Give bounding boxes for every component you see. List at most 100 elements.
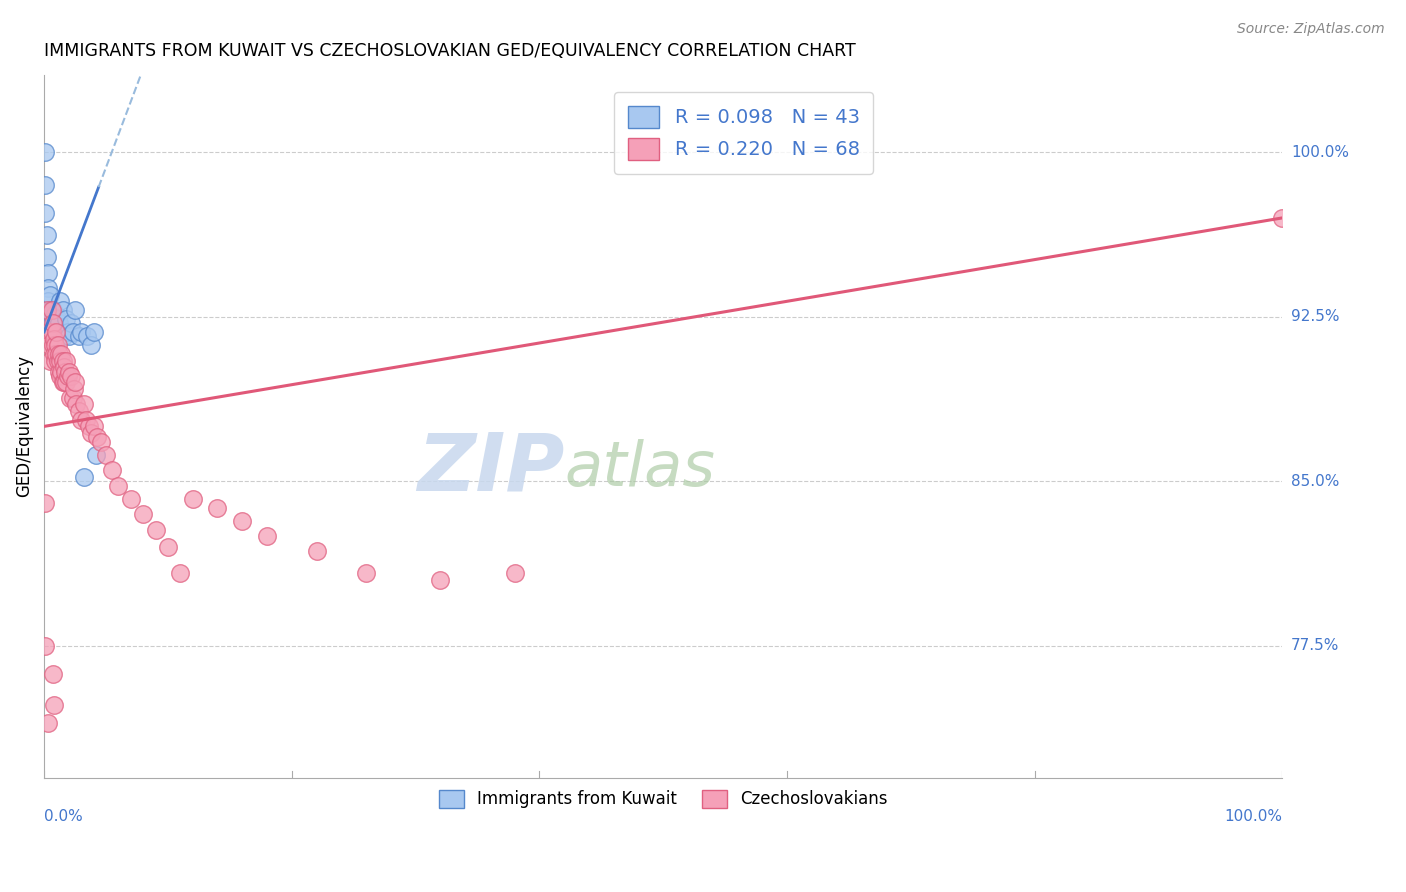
Point: [83, 325, 105, 339]
Text: 100.0%: 100.0%: [1291, 145, 1348, 160]
Point: [35, 303, 58, 318]
Point: [80, 338, 103, 352]
Point: [55, 311, 77, 326]
Point: [39, 303, 62, 318]
Point: [73, 470, 96, 484]
Point: [120, 491, 142, 506]
Text: 92.5%: 92.5%: [1291, 310, 1340, 324]
Point: [39, 353, 62, 368]
Legend: Immigrants from Kuwait, Czechoslovakians: Immigrants from Kuwait, Czechoslovakians: [432, 783, 894, 815]
Point: [35, 228, 58, 243]
Point: [503, 566, 526, 581]
Point: [44, 308, 66, 322]
Point: [94, 448, 117, 462]
Point: [42, 325, 65, 339]
Point: [63, 376, 86, 390]
Point: [45, 325, 67, 339]
Point: [34, 206, 56, 220]
Point: [429, 573, 451, 587]
Point: [59, 391, 82, 405]
Point: [67, 404, 90, 418]
Point: [42, 347, 65, 361]
Point: [83, 419, 105, 434]
Point: [55, 376, 77, 390]
Point: [37, 303, 59, 318]
Point: [37, 294, 59, 309]
Point: [53, 364, 76, 378]
Point: [231, 514, 253, 528]
Point: [42, 667, 65, 681]
Point: [38, 325, 60, 339]
Point: [181, 491, 204, 506]
Point: [37, 281, 59, 295]
Point: [44, 353, 66, 368]
Point: [156, 540, 179, 554]
Point: [70, 413, 93, 427]
Text: 0.0%: 0.0%: [44, 809, 83, 824]
Point: [80, 425, 103, 440]
Point: [55, 353, 77, 368]
Point: [42, 338, 65, 352]
Point: [49, 368, 72, 383]
Point: [42, 325, 65, 339]
Point: [52, 360, 75, 375]
Point: [52, 303, 75, 318]
Point: [42, 316, 65, 330]
Point: [34, 639, 56, 653]
Point: [354, 566, 377, 581]
Point: [38, 338, 60, 352]
Point: [39, 287, 62, 301]
Point: [46, 311, 69, 326]
Y-axis label: GED/Equivalency: GED/Equivalency: [15, 355, 32, 498]
Point: [52, 329, 75, 343]
Point: [132, 507, 155, 521]
Point: [256, 529, 278, 543]
Point: [46, 338, 69, 352]
Point: [67, 329, 90, 343]
Point: [45, 325, 67, 339]
Point: [38, 316, 60, 330]
Point: [52, 376, 75, 390]
Point: [35, 251, 58, 265]
Point: [51, 364, 73, 378]
Point: [37, 715, 59, 730]
Point: [63, 382, 86, 396]
Point: [42, 303, 65, 318]
Point: [42, 332, 65, 346]
Point: [305, 544, 328, 558]
Point: [76, 329, 98, 343]
Point: [39, 316, 62, 330]
Point: [145, 523, 167, 537]
Point: [37, 266, 59, 280]
Point: [41, 316, 63, 330]
Point: [84, 448, 107, 462]
Point: [90, 434, 112, 449]
Point: [45, 347, 67, 361]
Point: [44, 320, 66, 334]
Point: [45, 311, 67, 326]
Point: [70, 325, 93, 339]
Text: 85.0%: 85.0%: [1291, 474, 1339, 489]
Point: [38, 311, 60, 326]
Point: [37, 325, 59, 339]
Text: ZIP: ZIP: [416, 430, 564, 508]
Point: [62, 391, 84, 405]
Point: [107, 478, 129, 492]
Point: [34, 145, 56, 159]
Point: [42, 316, 65, 330]
Point: [58, 364, 80, 378]
Point: [49, 353, 72, 368]
Point: [41, 303, 63, 318]
Point: [42, 698, 65, 713]
Text: 77.5%: 77.5%: [1291, 639, 1339, 653]
Point: [48, 364, 70, 378]
Point: [52, 353, 75, 368]
Point: [62, 325, 84, 339]
Point: [75, 413, 97, 427]
Text: 100.0%: 100.0%: [1225, 809, 1282, 824]
Point: [51, 347, 73, 361]
Point: [60, 368, 83, 383]
Point: [34, 178, 56, 192]
Point: [1271, 211, 1294, 225]
Point: [65, 397, 87, 411]
